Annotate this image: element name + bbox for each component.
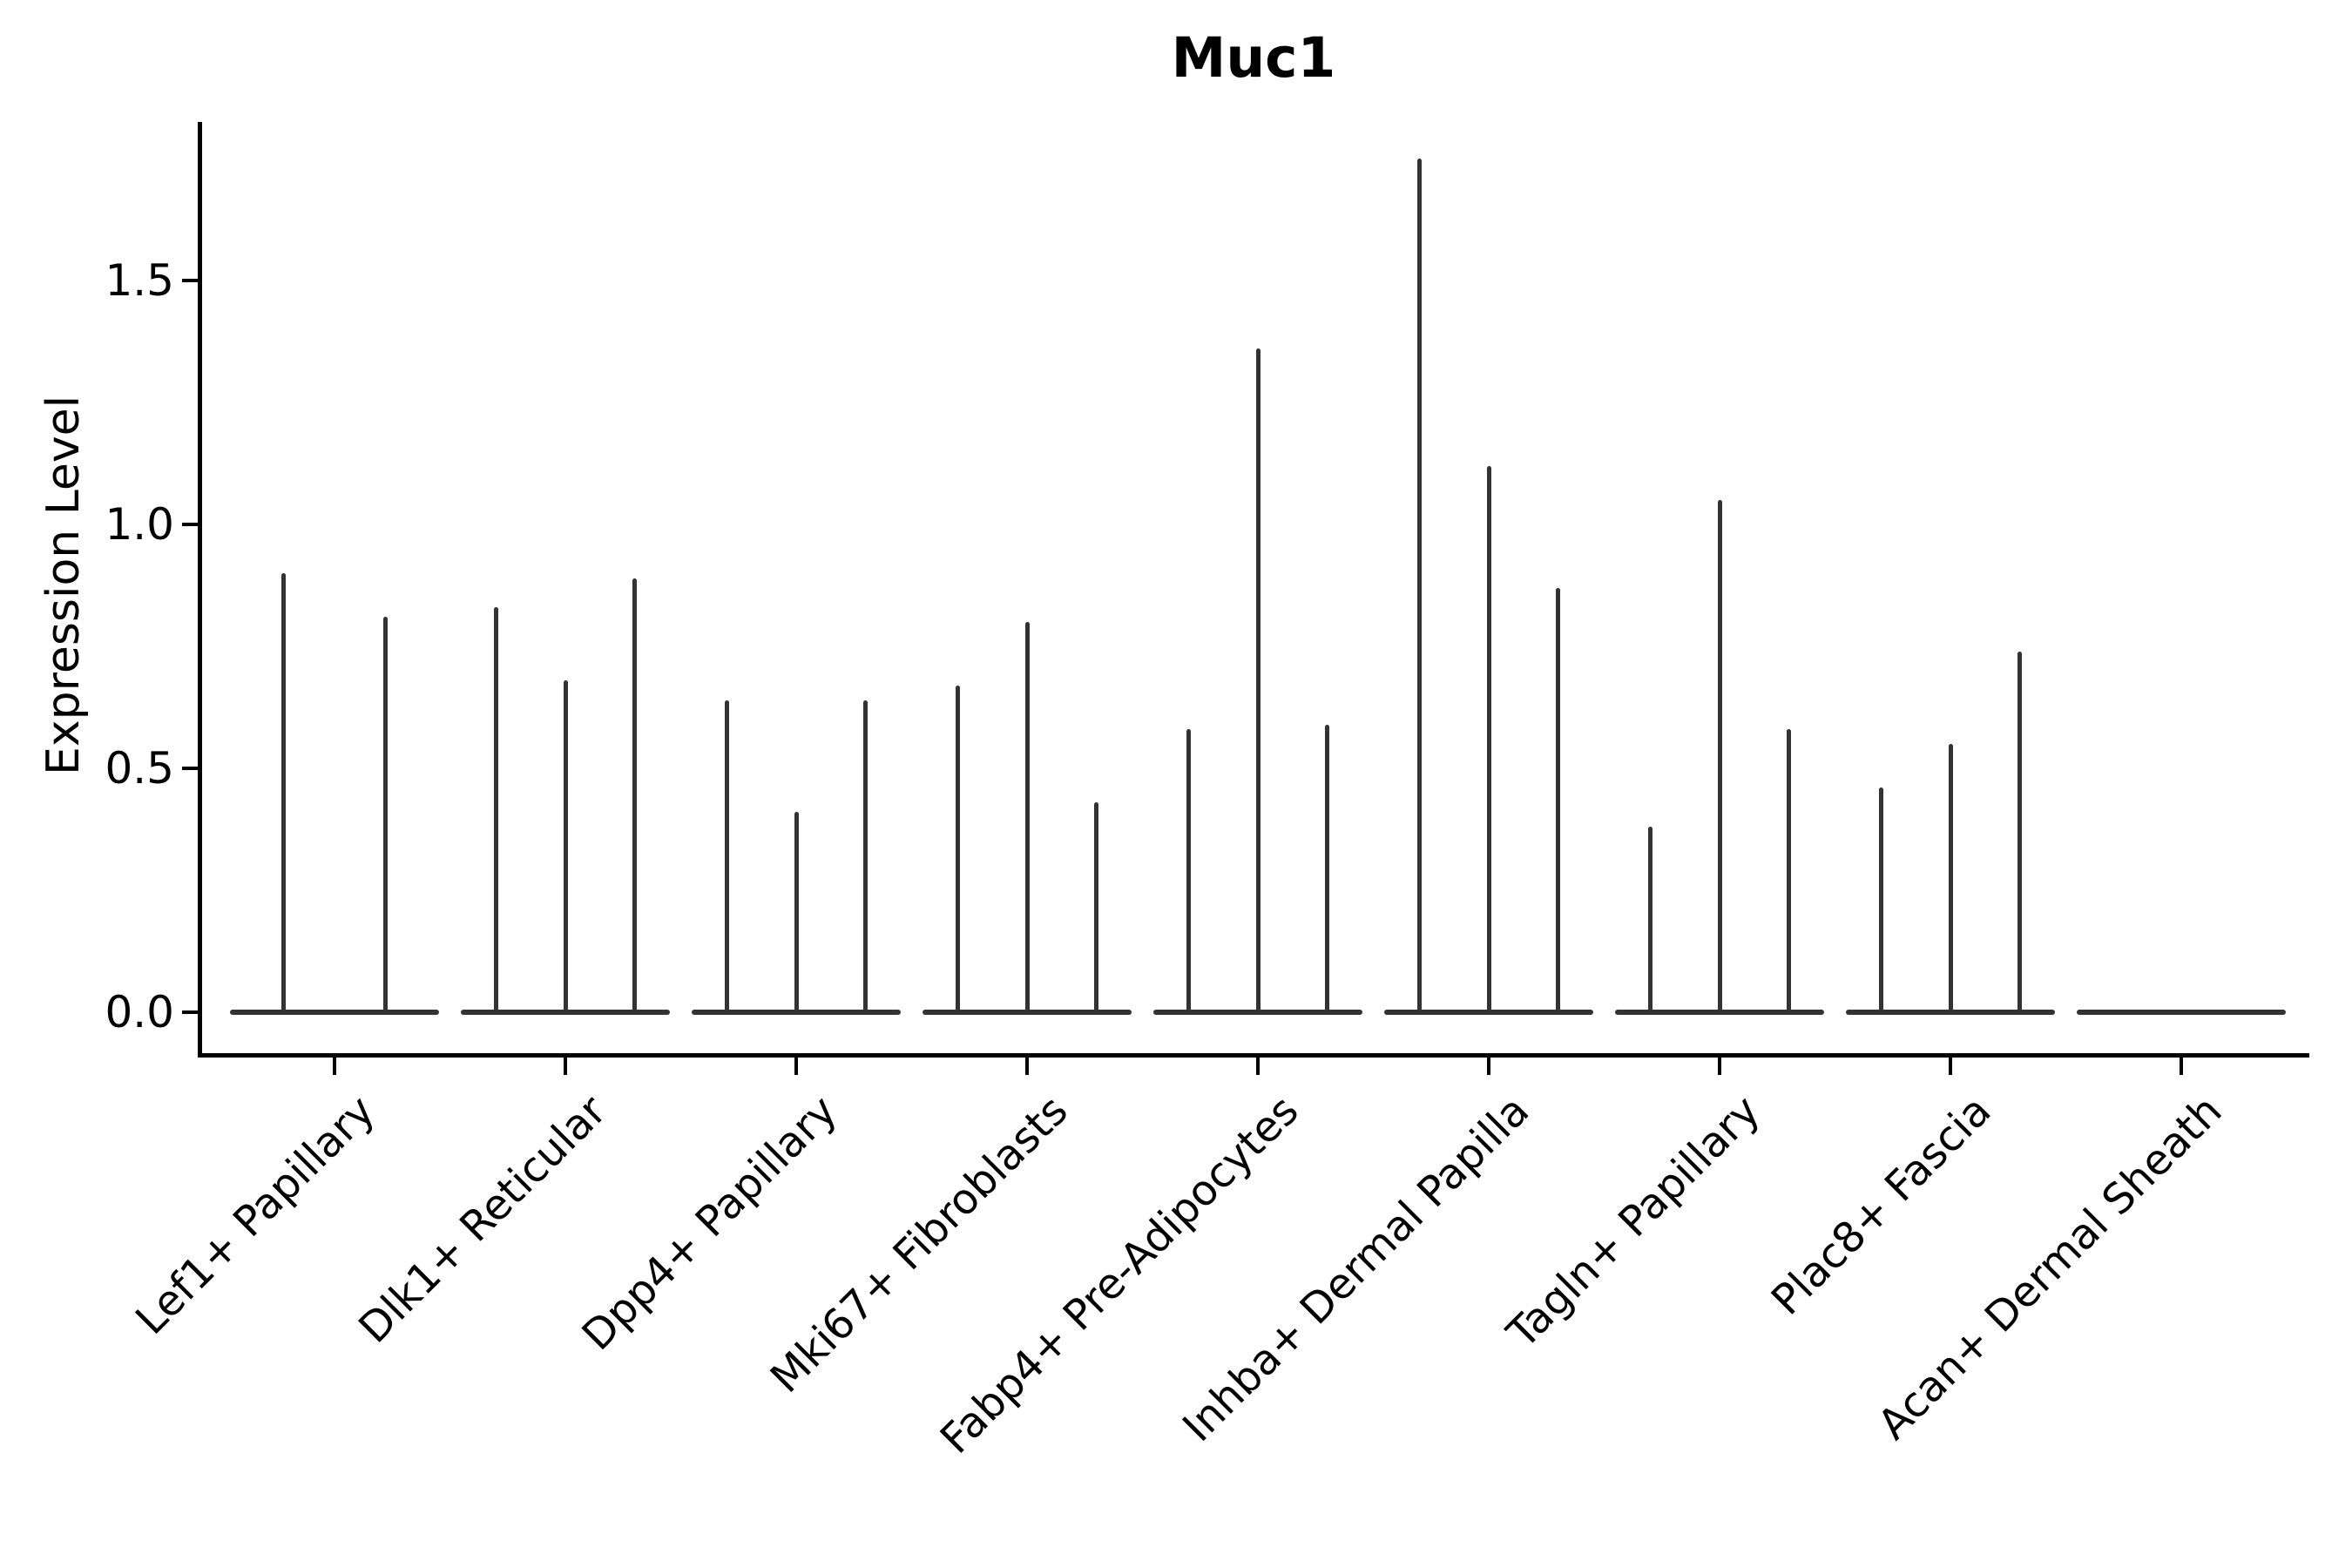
violin-spike	[1417, 159, 1422, 1012]
x-tick-mark	[333, 1058, 336, 1075]
x-tick-mark	[794, 1058, 798, 1075]
violin-baseline	[2077, 1010, 2286, 1015]
violin-spike	[383, 617, 388, 1012]
violin-baseline	[1615, 1010, 1824, 1015]
violin-baseline	[923, 1010, 1132, 1015]
violin-spike	[1787, 729, 1791, 1012]
violin-baseline	[692, 1010, 901, 1015]
violin-spike	[1325, 724, 1329, 1012]
x-axis-spine	[198, 1053, 2309, 1058]
y-tick-label: 1.5	[105, 255, 174, 306]
violin-spike	[956, 685, 960, 1012]
violin-baseline	[461, 1010, 670, 1015]
x-category-label: Plac8+ Fascia	[1762, 1086, 2001, 1325]
violin-spike	[725, 700, 729, 1012]
violin-spike	[281, 573, 286, 1012]
x-tick-mark	[1025, 1058, 1029, 1075]
violin-spike	[863, 700, 868, 1012]
y-tick-mark	[182, 523, 198, 526]
violin-spike	[1186, 729, 1191, 1012]
violin-baseline	[1384, 1010, 1593, 1015]
violin-spike	[794, 812, 799, 1012]
chart-title: Muc1	[1171, 26, 1336, 90]
violin-spike	[1648, 827, 1652, 1012]
x-tick-mark	[1949, 1058, 1952, 1075]
violin-spike	[1486, 465, 1491, 1012]
violin-spike	[1948, 744, 1953, 1012]
violin-spike	[563, 680, 568, 1012]
violin-spike	[494, 607, 498, 1012]
x-category-label: Dlk1+ Reticular	[348, 1086, 616, 1353]
violin-spike	[1879, 787, 1883, 1012]
y-tick-mark	[182, 767, 198, 770]
x-tick-mark	[2180, 1058, 2183, 1075]
violin-spike	[1556, 587, 1560, 1012]
y-axis-spine	[198, 122, 202, 1058]
x-category-label: Dpp4+ Papillary	[572, 1086, 847, 1361]
x-tick-mark	[1256, 1058, 1260, 1075]
violin-spike	[1024, 622, 1030, 1012]
violin-spike	[1094, 802, 1098, 1012]
violin-baseline	[1846, 1010, 2055, 1015]
x-tick-mark	[564, 1058, 567, 1075]
x-category-label: Tagln+ Papillary	[1497, 1086, 1770, 1358]
violin-spike	[1255, 348, 1260, 1012]
y-axis-label: Expression Level	[37, 395, 90, 776]
violin-baseline	[1153, 1010, 1362, 1015]
x-tick-mark	[1718, 1058, 1721, 1075]
violin-baseline	[230, 1010, 439, 1015]
violin-spike	[1717, 500, 1722, 1012]
y-tick-mark	[182, 1010, 198, 1014]
violin-spike	[2017, 651, 2022, 1012]
y-tick-label: 0.0	[105, 987, 174, 1037]
y-tick-mark	[182, 279, 198, 282]
x-category-label: Lef1+ Papillary	[126, 1086, 385, 1344]
x-tick-mark	[1487, 1058, 1490, 1075]
y-tick-label: 0.5	[105, 743, 174, 794]
y-tick-label: 1.0	[105, 499, 174, 550]
violin-spike	[632, 578, 637, 1012]
